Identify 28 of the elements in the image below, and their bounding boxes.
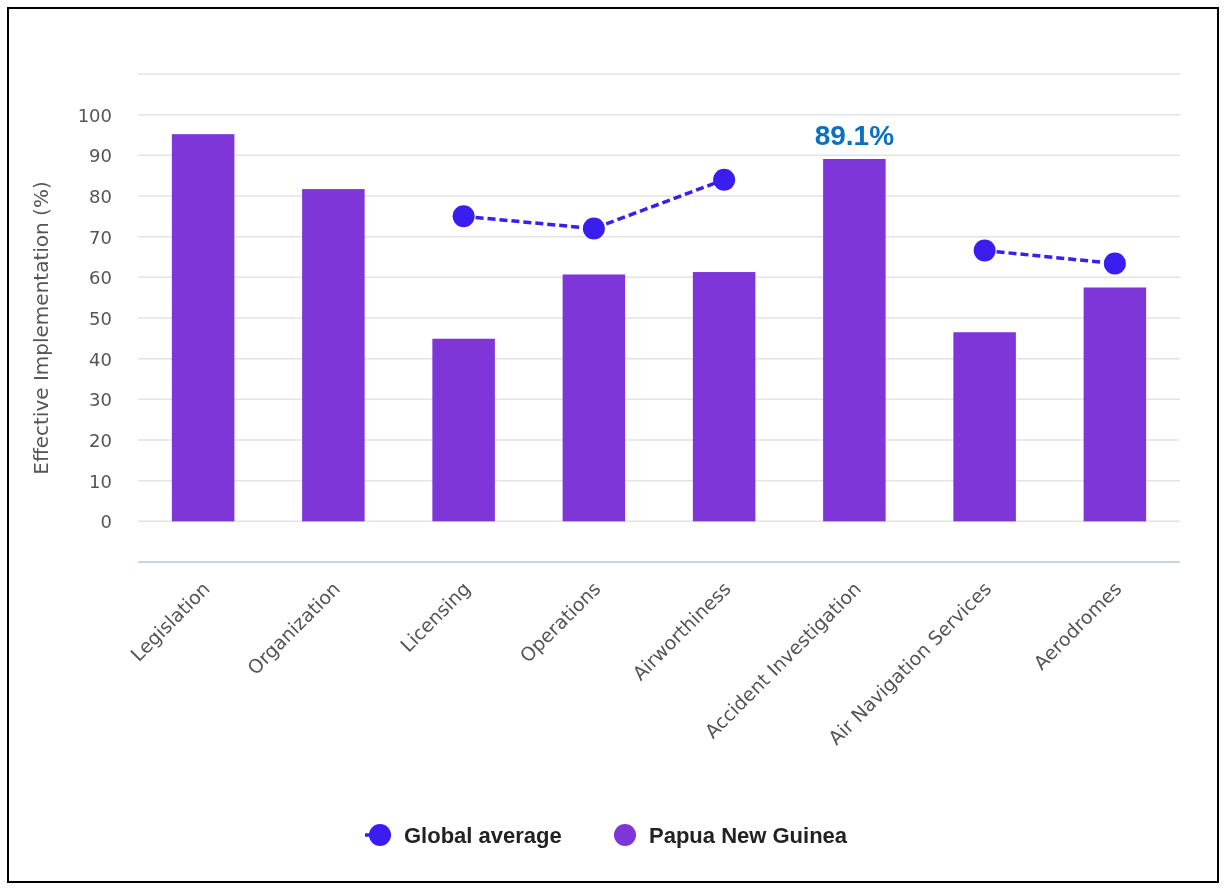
point (1103, 252, 1126, 275)
bar (171, 134, 235, 522)
y-tick-label: 70 (89, 226, 112, 248)
bar (1083, 287, 1147, 522)
y-tick-label: 90 (89, 145, 112, 167)
y-tick-label: 10 (89, 470, 112, 492)
y-tick-label: 30 (89, 389, 112, 411)
y-tick-label: 60 (89, 267, 112, 289)
bar (432, 338, 495, 522)
bar (823, 158, 886, 522)
bar (562, 274, 626, 522)
y-tick-label: 50 (89, 308, 112, 329)
y-axis-title: Effective Implementation (%) (29, 181, 53, 475)
bar (302, 189, 365, 522)
legend-label: Papua New Guinea (649, 823, 848, 848)
point (713, 168, 736, 191)
y-tick-label: 40 (89, 348, 112, 370)
point (973, 239, 996, 262)
point (582, 217, 605, 240)
y-tick-label: 100 (77, 104, 112, 126)
bar (692, 272, 756, 522)
bar (953, 332, 1016, 522)
data-label: 89.1% (814, 119, 895, 151)
point (452, 205, 475, 228)
y-tick-label: 80 (89, 186, 112, 207)
y-tick-label: 20 (89, 430, 112, 451)
legend-label: Global average (404, 823, 562, 848)
y-tick-label: 0 (100, 511, 112, 533)
